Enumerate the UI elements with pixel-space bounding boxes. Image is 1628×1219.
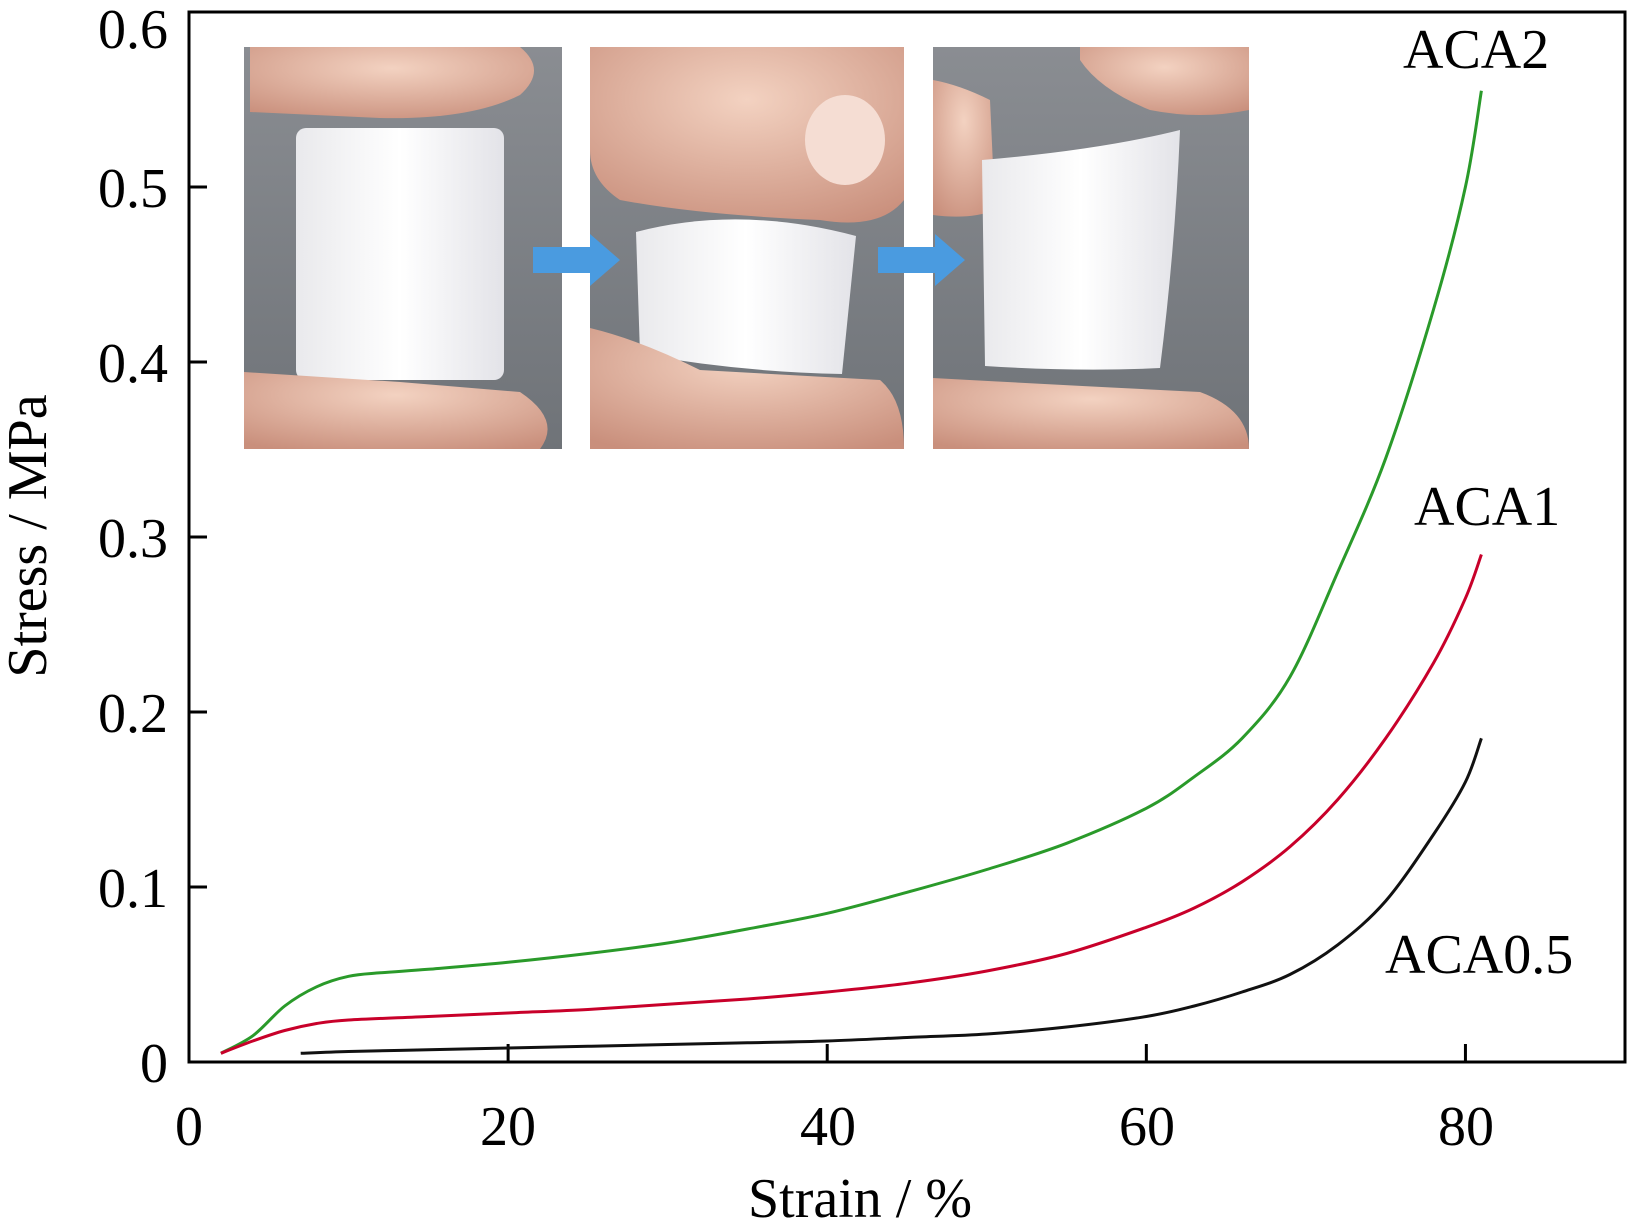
y-tick-label: 0.3 bbox=[98, 508, 168, 570]
series-layer bbox=[220, 90, 1483, 1055]
y-tick-label: 0.2 bbox=[98, 683, 168, 745]
inset-photo-sequence bbox=[244, 47, 1249, 449]
uncompressed-sample-photo bbox=[244, 47, 562, 449]
series-labels: ACA2 ACA1 ACA0.5 bbox=[1385, 19, 1573, 986]
y-tick-labels: 0 0.1 0.2 0.3 0.4 0.5 0.6 bbox=[98, 0, 168, 1095]
y-axis-label: Stress / MPa bbox=[0, 394, 59, 677]
series-line-aca0.5 bbox=[300, 737, 1483, 1055]
y-tick-label: 0.5 bbox=[98, 158, 168, 220]
arrow-right-icon bbox=[533, 234, 620, 286]
x-axis-label: Strain / % bbox=[748, 1168, 972, 1219]
x-tick-label: 20 bbox=[480, 1096, 536, 1158]
x-tick-label: 40 bbox=[800, 1096, 856, 1158]
recovered-sample-photo bbox=[933, 47, 1249, 449]
y-tick-label: 0 bbox=[140, 1033, 168, 1095]
y-tick-label: 0.1 bbox=[98, 858, 168, 920]
axis-ticks bbox=[187, 10, 1467, 1064]
x-tick-label: 80 bbox=[1438, 1096, 1494, 1158]
x-tick-labels: 0 20 40 60 80 bbox=[175, 1096, 1494, 1158]
arrow-right-icon bbox=[878, 234, 965, 286]
x-tick-label: 0 bbox=[175, 1096, 203, 1158]
y-tick-label: 0.6 bbox=[98, 0, 168, 61]
series-line-aca2 bbox=[220, 90, 1483, 1055]
x-tick-label: 60 bbox=[1119, 1096, 1175, 1158]
y-tick-label: 0.4 bbox=[98, 333, 168, 395]
series-label-aca2: ACA2 bbox=[1403, 19, 1549, 81]
compressed-sample-photo bbox=[590, 47, 904, 449]
series-label-aca1: ACA1 bbox=[1414, 476, 1560, 538]
series-line-aca1 bbox=[220, 553, 1483, 1055]
series-label-aca0.5: ACA0.5 bbox=[1385, 924, 1573, 986]
